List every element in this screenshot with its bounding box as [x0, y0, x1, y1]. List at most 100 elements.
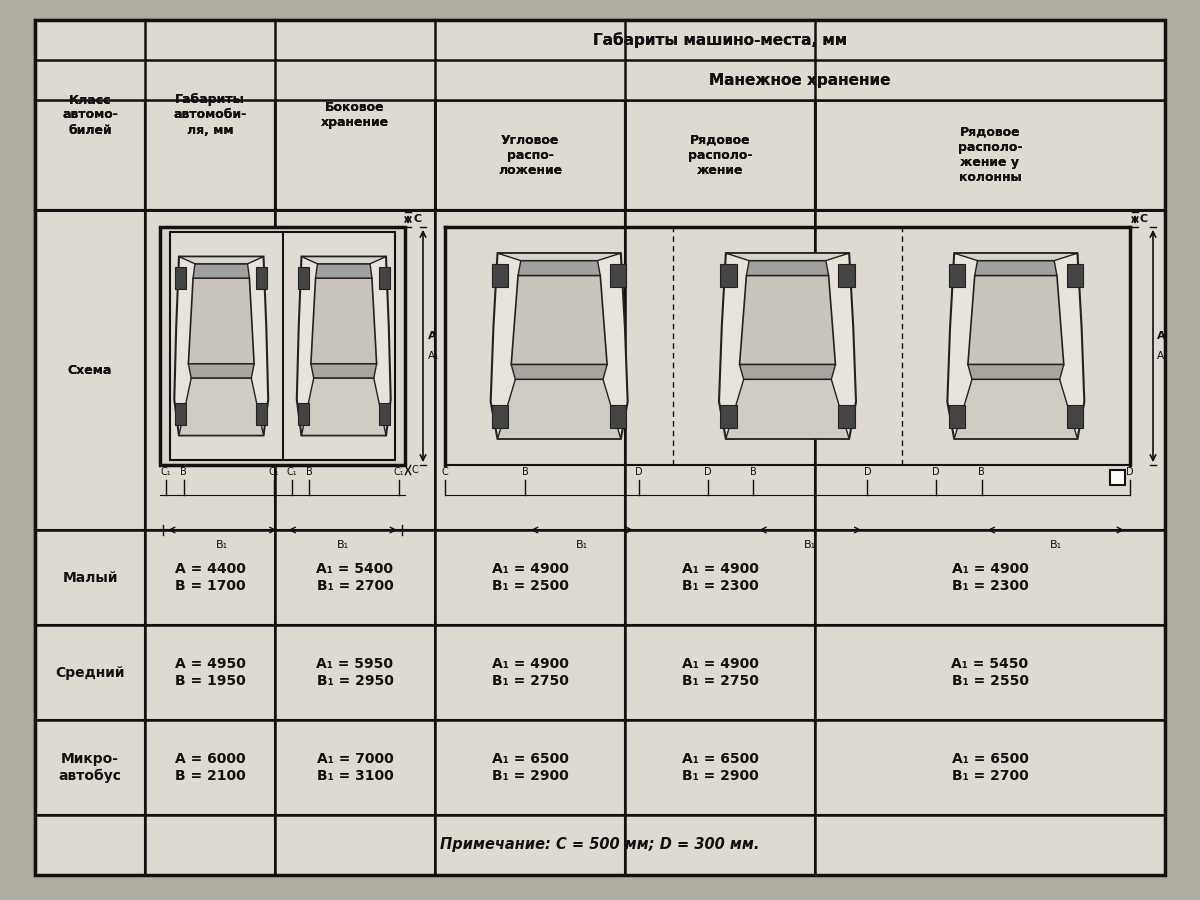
Text: C₁: C₁ — [268, 467, 278, 477]
Polygon shape — [746, 261, 829, 275]
Text: B₁: B₁ — [216, 540, 228, 550]
Text: A₁ = 6500
B₁ = 2700: A₁ = 6500 B₁ = 2700 — [952, 752, 1028, 783]
Polygon shape — [968, 364, 1063, 380]
Bar — [720, 405, 737, 428]
Text: A = 4950
B = 1950: A = 4950 B = 1950 — [174, 657, 246, 688]
Polygon shape — [968, 275, 1063, 364]
Text: C: C — [1140, 214, 1148, 224]
Text: C: C — [442, 467, 449, 477]
Bar — [35, 21, 436, 99]
Text: C₁: C₁ — [286, 467, 296, 477]
Text: D: D — [932, 467, 940, 477]
Bar — [838, 405, 854, 428]
Bar — [378, 267, 390, 289]
Text: A = 4400
B = 1700: A = 4400 B = 1700 — [174, 562, 246, 592]
Polygon shape — [179, 378, 264, 436]
Polygon shape — [498, 253, 620, 261]
Text: A₁ = 7000
B₁ = 3100: A₁ = 7000 B₁ = 3100 — [317, 752, 394, 783]
Text: A₁ = 5950
B₁ = 2950: A₁ = 5950 B₁ = 2950 — [317, 657, 394, 688]
Text: C: C — [413, 214, 421, 224]
Polygon shape — [296, 256, 391, 436]
Bar — [35, 20, 436, 100]
Polygon shape — [974, 261, 1057, 275]
Bar — [436, 21, 1165, 59]
Text: Манежное хранение: Манежное хранение — [709, 73, 890, 87]
Polygon shape — [311, 278, 377, 364]
Text: Схема: Схема — [68, 364, 112, 376]
Polygon shape — [954, 253, 1078, 261]
Bar — [1110, 470, 1126, 485]
Text: A₁ = 4900
B₁ = 2750: A₁ = 4900 B₁ = 2750 — [682, 657, 758, 688]
Text: B₁: B₁ — [804, 540, 816, 550]
Text: A₁ = 5400
B₁ = 2700: A₁ = 5400 B₁ = 2700 — [317, 562, 394, 592]
Polygon shape — [511, 364, 607, 380]
Text: D: D — [1126, 467, 1134, 477]
Bar — [256, 267, 268, 289]
Polygon shape — [491, 253, 628, 439]
Bar — [1067, 405, 1082, 428]
Text: Малый: Малый — [62, 571, 118, 584]
Bar — [175, 403, 186, 425]
Polygon shape — [188, 364, 254, 378]
Polygon shape — [311, 364, 377, 378]
Text: A₁ = 4900
B₁ = 2300: A₁ = 4900 B₁ = 2300 — [682, 562, 758, 592]
Text: Примечание: C = 500 мм; D = 300 мм.: Примечание: C = 500 мм; D = 300 мм. — [440, 838, 760, 852]
Text: D: D — [703, 467, 712, 477]
Bar — [610, 405, 626, 428]
Bar — [436, 61, 1165, 99]
Text: A₁ = 4900
B₁ = 2300: A₁ = 4900 B₁ = 2300 — [952, 562, 1028, 592]
Text: B: B — [180, 467, 187, 477]
Bar — [436, 60, 1165, 100]
Text: Рядовое
располо-
жение: Рядовое располо- жение — [688, 133, 752, 176]
Text: Схема: Схема — [68, 364, 112, 376]
Polygon shape — [188, 278, 254, 364]
Text: Рядовое
располо-
жение: Рядовое располо- жение — [688, 133, 752, 176]
Text: C₁: C₁ — [161, 467, 172, 477]
Text: Рядовое
располо-
жение у
колонны: Рядовое располо- жение у колонны — [958, 126, 1022, 184]
Text: Габариты
автомоби-
ля, мм: Габариты автомоби- ля, мм — [173, 94, 247, 137]
Bar — [436, 20, 1165, 60]
Text: Габариты машино-места, мм: Габариты машино-места, мм — [593, 32, 847, 48]
Text: A₁ = 4900
B₁ = 2500: A₁ = 4900 B₁ = 2500 — [492, 562, 569, 592]
Text: A₁ = 4900
B₁ = 2750: A₁ = 4900 B₁ = 2750 — [492, 657, 569, 688]
Bar — [949, 405, 965, 428]
Text: A: A — [1157, 331, 1165, 341]
Text: Средний: Средний — [55, 665, 125, 680]
Text: B: B — [750, 467, 757, 477]
Bar — [1067, 265, 1082, 286]
Bar — [949, 265, 965, 286]
Text: C: C — [412, 465, 419, 475]
Text: B: B — [978, 467, 985, 477]
Text: A₁ = 5450
B₁ = 2550: A₁ = 5450 B₁ = 2550 — [952, 657, 1028, 688]
Text: B₁: B₁ — [576, 540, 588, 550]
Text: A₁: A₁ — [1157, 351, 1169, 361]
Polygon shape — [726, 380, 850, 439]
Bar — [298, 403, 308, 425]
Text: Класс
автомо-
билей: Класс автомо- билей — [62, 94, 118, 137]
Polygon shape — [179, 256, 264, 264]
Text: Угловое
распо-
ложение: Угловое распо- ложение — [498, 133, 562, 176]
Bar — [720, 265, 737, 286]
Polygon shape — [498, 380, 620, 439]
Text: A = 6000
B = 2100: A = 6000 B = 2100 — [175, 752, 245, 783]
Bar — [492, 265, 509, 286]
Text: D: D — [635, 467, 643, 477]
Bar — [170, 232, 395, 460]
Polygon shape — [301, 256, 386, 264]
Text: A: A — [428, 331, 437, 341]
Text: A₁: A₁ — [428, 351, 439, 361]
Text: Боковое
хранение: Боковое хранение — [320, 101, 389, 129]
Bar — [610, 265, 626, 286]
Bar — [175, 267, 186, 289]
Text: Габариты
автомоби-
ля, мм: Габариты автомоби- ля, мм — [173, 94, 247, 137]
Bar — [378, 403, 390, 425]
Text: Микро-
автобус: Микро- автобус — [59, 752, 121, 783]
Text: B₁: B₁ — [1050, 540, 1062, 550]
Polygon shape — [739, 364, 835, 380]
Text: Рядовое
располо-
жение у
колонны: Рядовое располо- жение у колонны — [958, 126, 1022, 184]
Bar — [492, 405, 509, 428]
Polygon shape — [174, 256, 269, 436]
Polygon shape — [726, 253, 850, 261]
Text: B: B — [522, 467, 528, 477]
Text: D: D — [864, 467, 871, 477]
